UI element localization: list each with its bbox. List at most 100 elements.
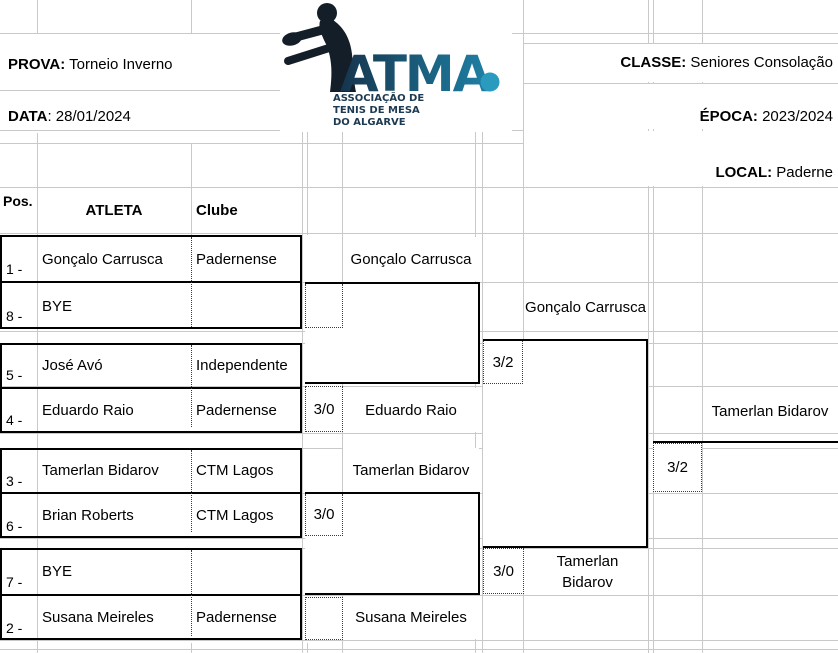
gridline xyxy=(191,643,192,653)
classe-value: Seniores Consolação xyxy=(686,54,833,71)
club-cell[interactable]: CTM Lagos xyxy=(196,462,274,479)
gridline xyxy=(0,187,838,188)
gridline xyxy=(0,143,523,144)
prova-value: Torneio Inverno xyxy=(65,56,173,73)
champion-cell[interactable]: Tamerlan Bidarov xyxy=(711,402,829,420)
semifinal-winner-cell[interactable]: Gonçalo Carrusca xyxy=(524,284,647,330)
club-column-divider xyxy=(191,237,192,327)
prova-cell-bg xyxy=(0,34,280,89)
seed-label: 7 - xyxy=(6,574,23,590)
epoca-value: 2023/2024 xyxy=(757,108,833,125)
classe-cell-bg xyxy=(524,44,838,82)
pair-divider xyxy=(0,281,302,283)
round2-winner-cell[interactable]: Gonçalo Carrusca xyxy=(343,237,479,281)
column-header-atleta: ATLETA xyxy=(85,202,143,219)
classe-field[interactable]: CLASSE: Seniores Consolação xyxy=(300,52,833,74)
score-box-final[interactable]: 3/2 xyxy=(653,443,702,492)
player-silhouette xyxy=(282,3,356,92)
score-box-r1-m3[interactable]: 3/0 xyxy=(305,494,343,536)
local-cell-bg xyxy=(524,131,838,186)
athlete-name-cell[interactable]: Eduardo Raio xyxy=(42,402,134,419)
seed-label: 5 - xyxy=(6,367,23,383)
gridline xyxy=(37,0,38,33)
logo-cell-bg xyxy=(280,0,512,132)
champion-line xyxy=(653,441,838,443)
athlete-name-cell[interactable]: José Avó xyxy=(42,357,103,374)
gridline xyxy=(191,143,192,235)
gridline xyxy=(0,649,838,650)
club-cell[interactable]: CTM Lagos xyxy=(196,507,274,524)
athlete-name-cell[interactable]: BYE xyxy=(42,297,73,315)
epoca-cell-bg xyxy=(524,84,838,129)
seed-label: 8 - xyxy=(6,308,23,324)
logo-subtitle-line: TENIS DE MESA xyxy=(333,105,420,116)
gridline xyxy=(0,595,838,596)
logo-subtitle-line: DO ALGARVE xyxy=(333,117,406,128)
local-label: LOCAL: xyxy=(715,164,773,181)
classe-label: CLASSE: xyxy=(620,54,687,71)
gridline xyxy=(653,0,654,653)
logo-acronym: ATMA xyxy=(340,45,492,103)
paddle-icon xyxy=(282,32,302,46)
local-value: Paderne xyxy=(772,164,833,181)
round2-winner-cell[interactable]: Tamerlan Bidarov xyxy=(343,448,479,492)
score-box-sf-1[interactable]: 3/2 xyxy=(483,341,523,384)
data-label: DATA xyxy=(8,108,48,125)
data-cell-bg xyxy=(0,91,280,129)
gridline xyxy=(482,0,483,653)
club-column-divider xyxy=(191,345,192,427)
seed-label: 3 - xyxy=(6,473,23,489)
score-box-r1-m2[interactable]: 3/0 xyxy=(305,386,343,432)
gridline xyxy=(0,130,523,131)
gridline xyxy=(307,643,308,653)
gridline xyxy=(0,640,838,641)
data-field[interactable]: DATA: 28/01/2024 xyxy=(8,106,131,128)
player-arm-2 xyxy=(284,44,333,65)
athlete-name-cell[interactable]: BYE xyxy=(42,563,73,580)
club-column-divider xyxy=(191,550,192,636)
data-value: : 28/01/2024 xyxy=(47,108,131,125)
gridline xyxy=(0,90,302,91)
club-cell[interactable]: Padernense xyxy=(196,402,277,419)
epoca-field[interactable]: ÉPOCA: 2023/2024 xyxy=(300,106,833,128)
gridline xyxy=(0,386,838,387)
club-cell[interactable] xyxy=(196,550,300,593)
score-box-r1-m1[interactable] xyxy=(305,284,343,328)
prova-field[interactable]: PROVA: Torneio Inverno xyxy=(8,54,173,76)
atma-logo: ATMA ASSOCIAÇÃO DE TENIS DE MESA DO ALGA… xyxy=(282,3,500,128)
pair-divider xyxy=(0,387,302,389)
gridline xyxy=(0,433,838,434)
gridline xyxy=(702,0,703,653)
gridline xyxy=(0,233,838,234)
club-cell[interactable]: Padernense xyxy=(196,250,277,268)
seed-label: 1 - xyxy=(6,261,23,277)
semifinal-winner-cell[interactable]: Tamerlan Bidarov xyxy=(540,549,635,594)
logo-subtitle-line: ASSOCIAÇÃO DE xyxy=(333,91,424,104)
local-field[interactable]: LOCAL: Paderne xyxy=(300,162,833,184)
athlete-name-cell[interactable]: Brian Roberts xyxy=(42,507,134,524)
gridline xyxy=(37,133,38,653)
pair-divider xyxy=(0,594,302,596)
gridline xyxy=(191,0,192,33)
club-column-divider xyxy=(191,450,192,532)
club-cell[interactable]: Padernense xyxy=(196,609,277,626)
gridline xyxy=(648,0,649,653)
score-box-sf-2[interactable]: 3/0 xyxy=(483,548,524,594)
round2-winner-cell[interactable]: Eduardo Raio xyxy=(343,388,479,432)
column-header-pos: Pos. xyxy=(3,193,33,209)
athlete-name-cell[interactable]: Gonçalo Carrusca xyxy=(42,250,163,268)
club-cell[interactable]: Independente xyxy=(196,357,288,374)
column-header-clube: Clube xyxy=(196,202,238,219)
athlete-name-cell[interactable]: Susana Meireles xyxy=(42,609,154,626)
pair-divider xyxy=(0,492,302,494)
score-box-r1-m4[interactable] xyxy=(305,597,343,640)
round2-winner-cell[interactable]: Susana Meireles xyxy=(343,596,479,639)
logo-dot xyxy=(480,72,500,92)
gridline xyxy=(523,43,838,44)
epoca-label: ÉPOCA: xyxy=(699,108,758,125)
athlete-name-cell[interactable]: Tamerlan Bidarov xyxy=(42,462,159,479)
seed-label: 6 - xyxy=(6,518,23,534)
gridline xyxy=(523,0,524,653)
club-cell[interactable] xyxy=(196,284,300,328)
